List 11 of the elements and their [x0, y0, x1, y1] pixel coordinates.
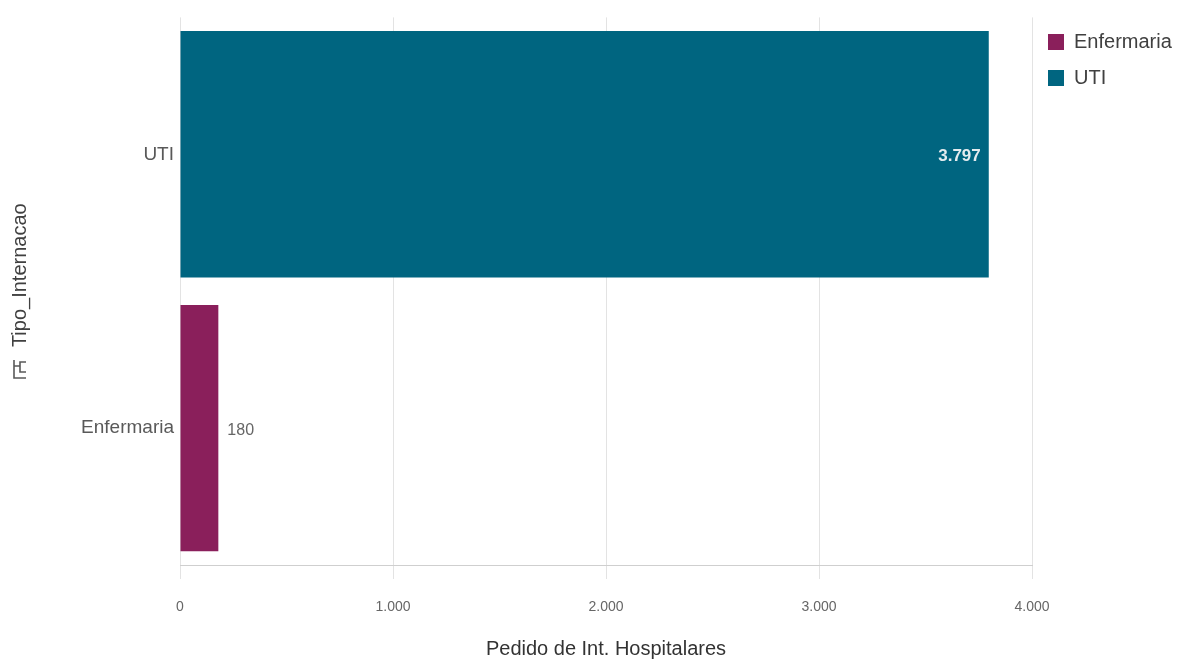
legend-label: Enfermaria	[1074, 29, 1173, 52]
x-tick-label: 1.000	[375, 598, 411, 615]
x-tick-label: 2.000	[588, 598, 624, 615]
x-tick-label: 0	[176, 598, 185, 615]
x-tick-label: 3.000	[801, 598, 837, 615]
data-label: 3.797	[938, 145, 981, 165]
x-axis-title: Pedido de Int. Hospitalares	[485, 636, 727, 659]
legend-label: UTI	[1074, 65, 1107, 88]
x-tick-label: 4.000	[1014, 598, 1050, 615]
y-axis-title: Tipo_Internacao	[7, 203, 31, 348]
data-label: 180	[227, 420, 255, 438]
